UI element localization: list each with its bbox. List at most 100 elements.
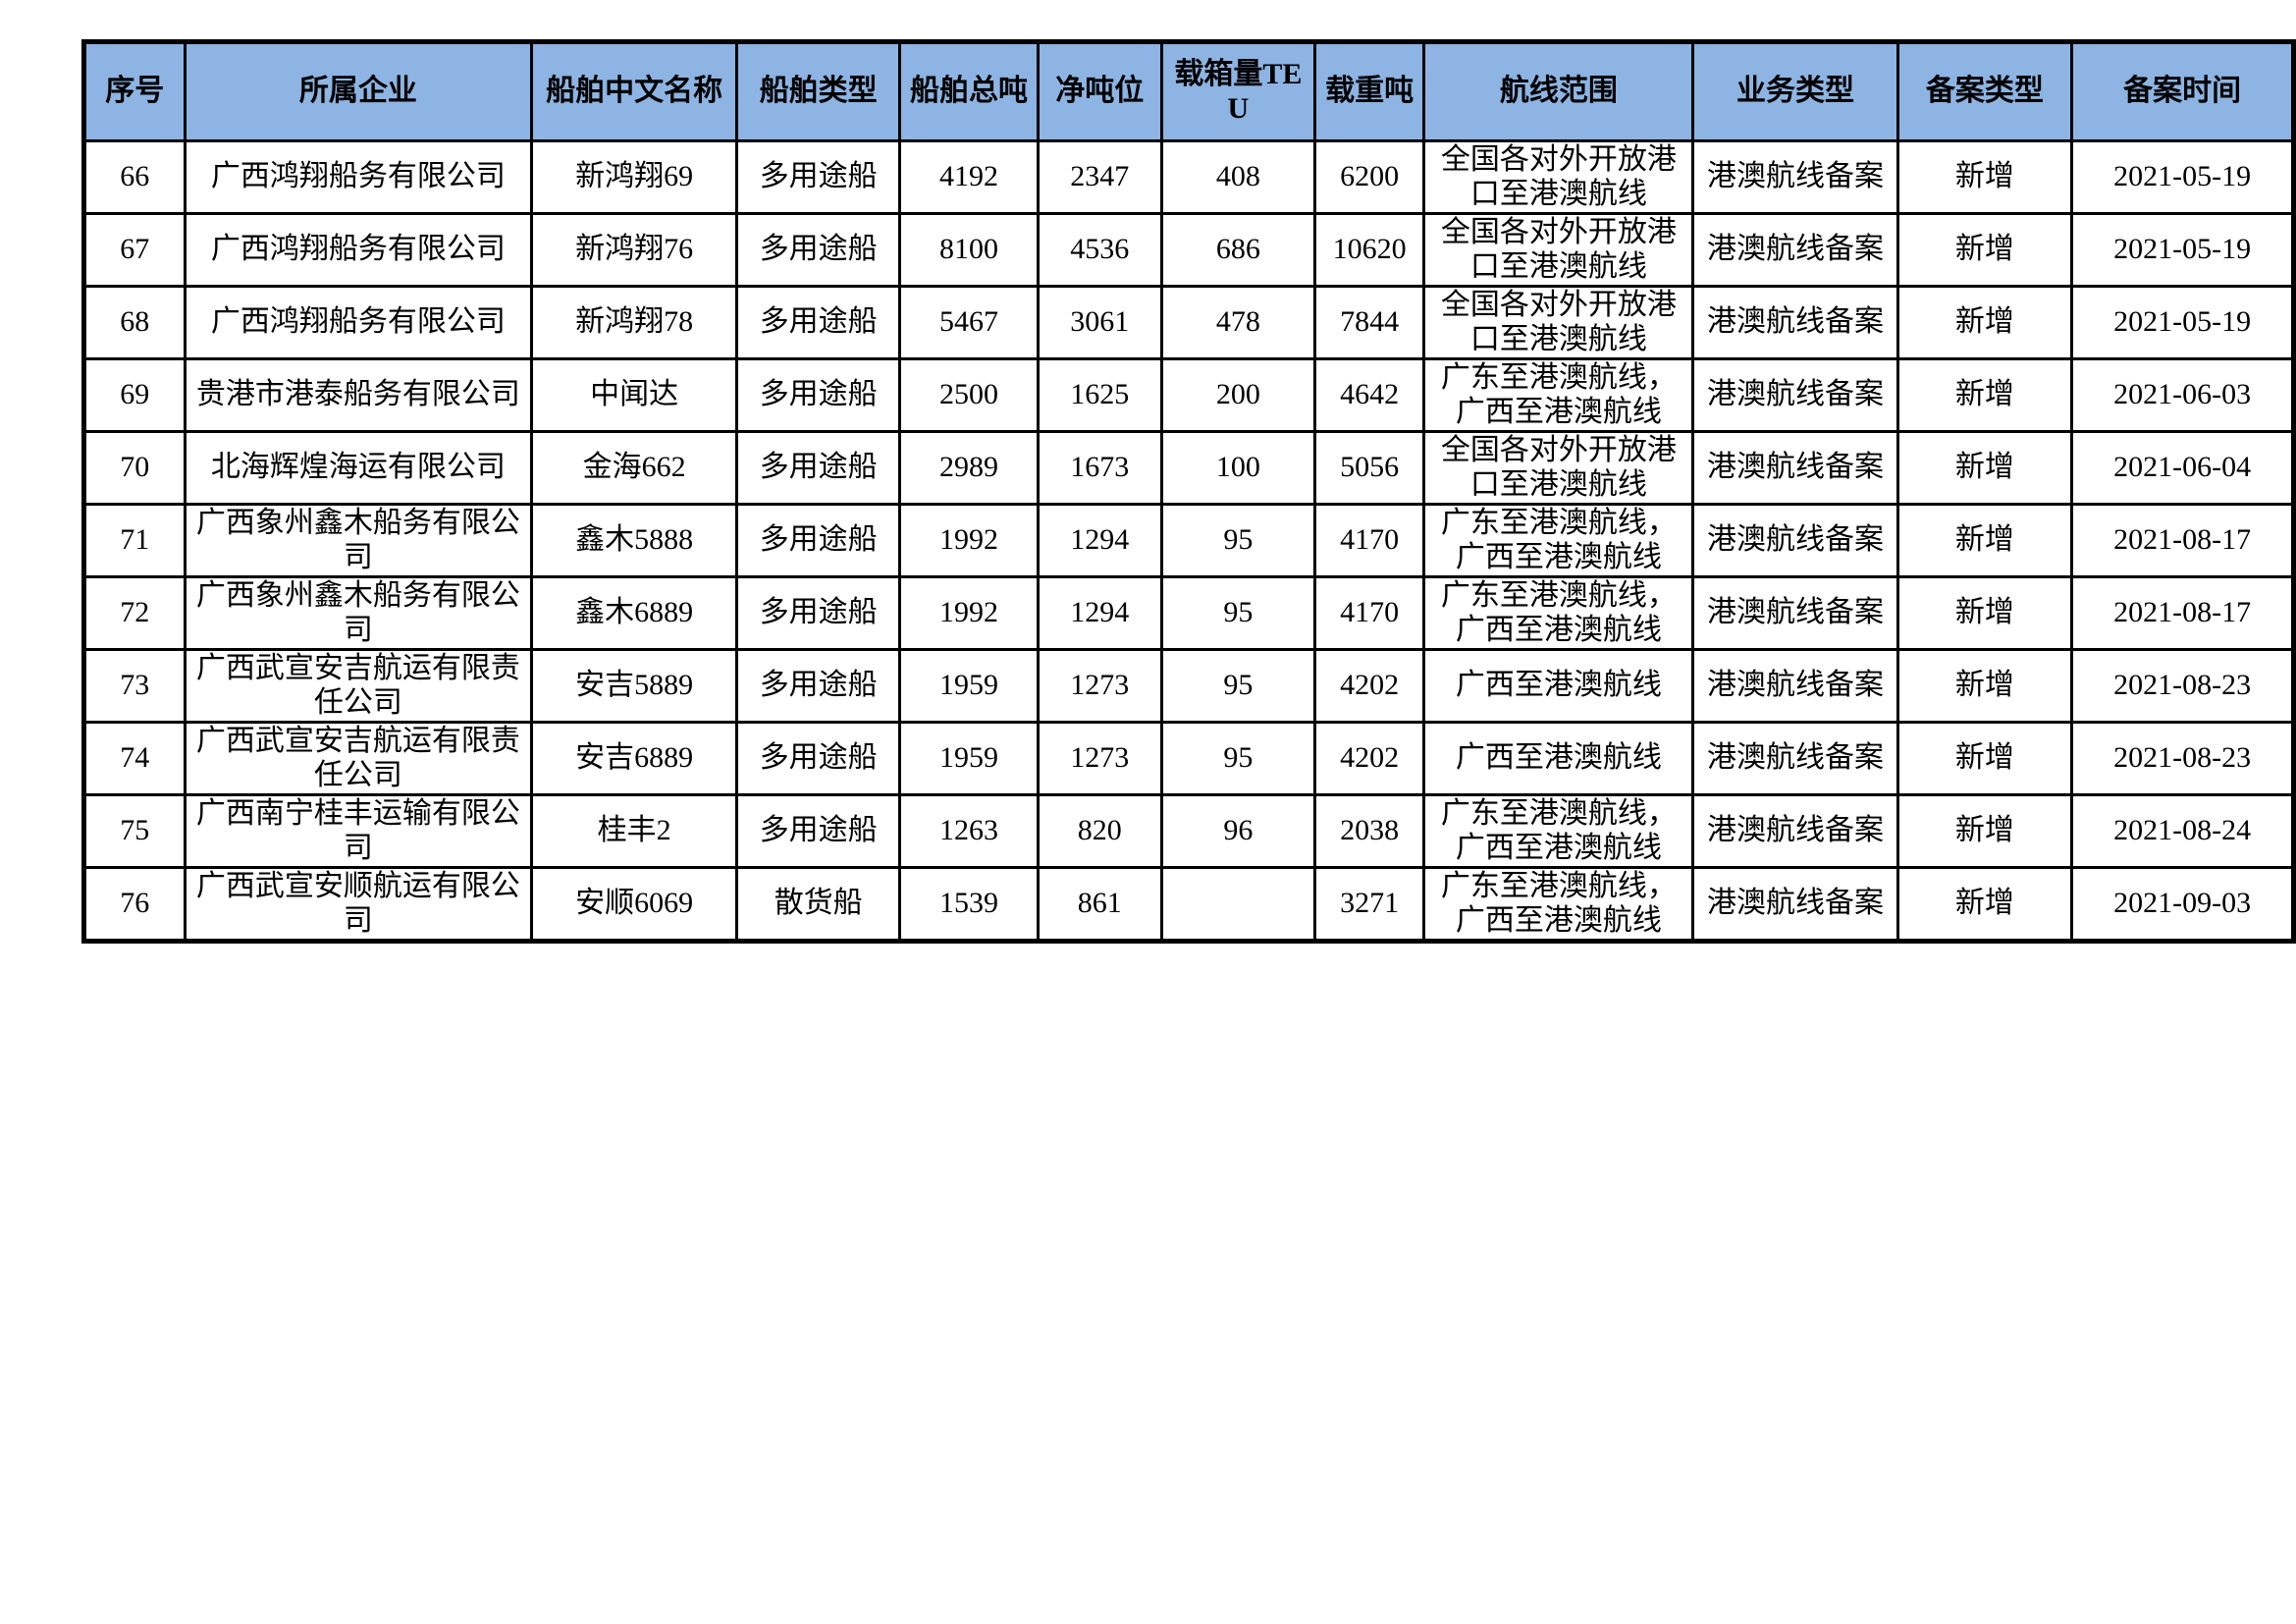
cell-gross_tonnage: 8100 — [898, 212, 1040, 288]
cell-gross_tonnage: 1992 — [898, 575, 1040, 651]
cell-seq: 68 — [82, 285, 187, 360]
cell-filing_date: 2021-08-24 — [2070, 793, 2295, 869]
cell-route: 广东至港澳航线，广西至港澳航线 — [1422, 575, 1695, 651]
cell-filing_type: 新增 — [1896, 721, 2074, 796]
spreadsheet-area: 序号 所属企业 船舶中文名称 船舶类型 船舶总吨 净吨位 载箱量TEU 载重吨 航线范围 业务类型… — [81, 39, 2296, 944]
cell-net_tonnage: 1273 — [1036, 721, 1163, 796]
cell-filing_date: 2021-06-03 — [2070, 357, 2295, 433]
cell-ship_name: 鑫木5888 — [530, 503, 739, 578]
cell-filing_type: 新增 — [1896, 866, 2074, 943]
cell-filing_date: 2021-05-19 — [2070, 139, 2295, 215]
cell-filing_type: 新增 — [1896, 793, 2074, 869]
table-header: 序号 所属企业 船舶中文名称 船舶类型 船舶总吨 净吨位 载箱量TEU 载重吨 航线范围 业务类型… — [82, 40, 2295, 142]
cell-company: 广西象州鑫木船务有限公司 — [183, 575, 534, 651]
cell-teu: 95 — [1159, 503, 1316, 578]
column-header-company: 所属企业 — [183, 40, 534, 142]
cell-business_type: 港澳航线备案 — [1691, 285, 1899, 360]
cell-company: 贵港市港泰船务有限公司 — [183, 357, 534, 433]
cell-seq: 70 — [82, 430, 187, 506]
cell-net_tonnage: 1625 — [1036, 357, 1163, 433]
cell-ship_name: 安顺6069 — [530, 866, 739, 943]
cell-deadweight: 4202 — [1312, 721, 1426, 796]
cell-business_type: 港澳航线备案 — [1691, 575, 1899, 651]
cell-ship_name: 桂丰2 — [530, 793, 739, 869]
cell-company: 广西武宣安顺航运有限公司 — [183, 866, 534, 943]
cell-ship_type: 散货船 — [735, 866, 902, 943]
table-row: 67 广西鸿翔船务有限公司 新鸿翔76 多用途船 8100 4536 686 10620 全国各… — [82, 212, 2295, 288]
cell-filing_type: 新增 — [1896, 575, 2074, 651]
cell-filing_date: 2021-05-19 — [2070, 285, 2295, 360]
column-header-ship_type: 船舶类型 — [735, 40, 902, 142]
cell-filing_date: 2021-08-23 — [2070, 721, 2295, 796]
cell-route: 全国各对外开放港口至港澳航线 — [1422, 430, 1695, 506]
cell-ship_type: 多用途船 — [735, 721, 902, 796]
cell-ship_type: 多用途船 — [735, 793, 902, 869]
cell-filing_type: 新增 — [1896, 285, 2074, 360]
cell-company: 广西南宁桂丰运输有限公司 — [183, 793, 534, 869]
cell-seq: 72 — [82, 575, 187, 651]
cell-teu: 200 — [1159, 357, 1316, 433]
cell-net_tonnage: 4536 — [1036, 212, 1163, 288]
cell-gross_tonnage: 2500 — [898, 357, 1040, 433]
cell-company: 广西鸿翔船务有限公司 — [183, 212, 534, 288]
cell-teu: 478 — [1159, 285, 1316, 360]
cell-filing_date: 2021-08-23 — [2070, 648, 2295, 724]
cell-teu: 686 — [1159, 212, 1316, 288]
cell-seq: 69 — [82, 357, 187, 433]
cell-teu: 95 — [1159, 648, 1316, 724]
cell-filing_type: 新增 — [1896, 430, 2074, 506]
cell-seq: 67 — [82, 212, 187, 288]
cell-ship_name: 安吉6889 — [530, 721, 739, 796]
cell-seq: 73 — [82, 648, 187, 724]
cell-filing_type: 新增 — [1896, 503, 2074, 578]
cell-route: 全国各对外开放港口至港澳航线 — [1422, 285, 1695, 360]
column-header-teu: 载箱量TEU — [1159, 40, 1316, 142]
cell-ship_type: 多用途船 — [735, 139, 902, 215]
cell-seq: 74 — [82, 721, 187, 796]
cell-ship_name: 新鸿翔69 — [530, 139, 739, 215]
cell-deadweight: 3271 — [1312, 866, 1426, 943]
cell-ship_name: 新鸿翔76 — [530, 212, 739, 288]
column-header-net_tonnage: 净吨位 — [1036, 40, 1163, 142]
table-row: 66 广西鸿翔船务有限公司 新鸿翔69 多用途船 4192 2347 408 6200 全国各对… — [82, 139, 2295, 215]
cell-ship_type: 多用途船 — [735, 575, 902, 651]
cell-route: 全国各对外开放港口至港澳航线 — [1422, 139, 1695, 215]
column-header-business_type: 业务类型 — [1691, 40, 1899, 142]
cell-net_tonnage: 1673 — [1036, 430, 1163, 506]
cell-route: 广东至港澳航线，广西至港澳航线 — [1422, 793, 1695, 869]
cell-ship_name: 中闻达 — [530, 357, 739, 433]
cell-deadweight: 6200 — [1312, 139, 1426, 215]
cell-company: 北海辉煌海运有限公司 — [183, 430, 534, 506]
cell-ship_type: 多用途船 — [735, 357, 902, 433]
table-body: 66 广西鸿翔船务有限公司 新鸿翔69 多用途船 4192 2347 408 6200 全国各对… — [82, 139, 2295, 943]
cell-route: 全国各对外开放港口至港澳航线 — [1422, 212, 1695, 288]
table-row: 71 广西象州鑫木船务有限公司 鑫木5888 多用途船 1992 1294 95 4170 广东… — [82, 503, 2295, 578]
cell-gross_tonnage: 2989 — [898, 430, 1040, 506]
cell-gross_tonnage: 1539 — [898, 866, 1040, 943]
cell-route: 广东至港澳航线，广西至港澳航线 — [1422, 357, 1695, 433]
cell-filing_type: 新增 — [1896, 139, 2074, 215]
cell-deadweight: 2038 — [1312, 793, 1426, 869]
cell-net_tonnage: 3061 — [1036, 285, 1163, 360]
cell-business_type: 港澳航线备案 — [1691, 866, 1899, 943]
cell-gross_tonnage: 4192 — [898, 139, 1040, 215]
cell-deadweight: 4642 — [1312, 357, 1426, 433]
cell-ship_type: 多用途船 — [735, 503, 902, 578]
cell-deadweight: 4170 — [1312, 503, 1426, 578]
column-header-deadweight: 载重吨 — [1312, 40, 1426, 142]
header-row: 序号 所属企业 船舶中文名称 船舶类型 船舶总吨 净吨位 载箱量TEU 载重吨 航线范围 业务类型… — [82, 40, 2295, 142]
cell-ship_name: 新鸿翔78 — [530, 285, 739, 360]
cell-gross_tonnage: 1959 — [898, 648, 1040, 724]
column-header-filing_type: 备案类型 — [1896, 40, 2074, 142]
cell-business_type: 港澳航线备案 — [1691, 503, 1899, 578]
cell-gross_tonnage: 5467 — [898, 285, 1040, 360]
cell-filing_type: 新增 — [1896, 648, 2074, 724]
cell-gross_tonnage: 1992 — [898, 503, 1040, 578]
vessel-filing-table: 序号 所属企业 船舶中文名称 船舶类型 船舶总吨 净吨位 载箱量TEU 载重吨 航线范围 业务类型… — [81, 39, 2296, 944]
cell-ship_name: 安吉5889 — [530, 648, 739, 724]
cell-net_tonnage: 1294 — [1036, 503, 1163, 578]
cell-teu: 408 — [1159, 139, 1316, 215]
cell-seq: 76 — [82, 866, 187, 943]
cell-teu: 95 — [1159, 721, 1316, 796]
